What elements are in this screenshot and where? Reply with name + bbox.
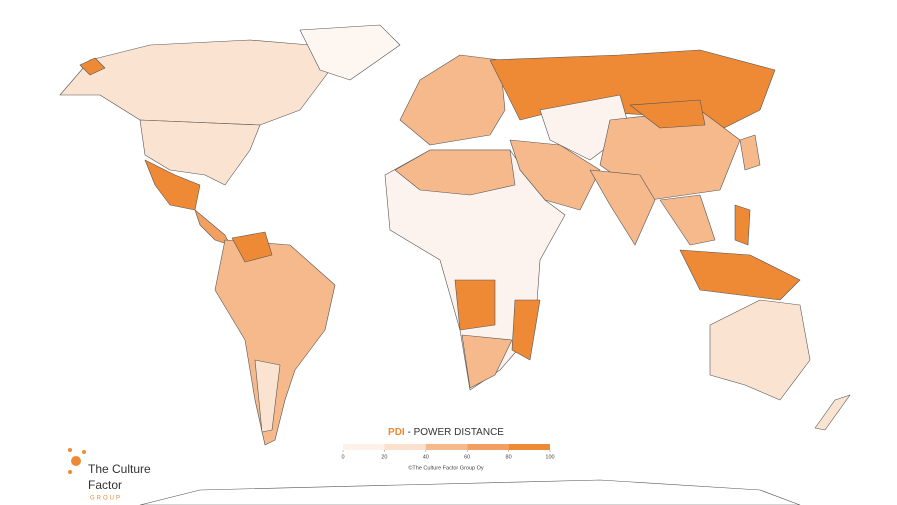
new-zealand	[814, 394, 851, 431]
indonesia	[679, 249, 801, 301]
mozambique	[511, 299, 541, 361]
japan	[739, 134, 761, 171]
mongolia	[629, 99, 706, 129]
logo-line2: Factor	[88, 478, 122, 492]
venezuela	[231, 231, 273, 263]
legend-tick-label: 0	[341, 454, 344, 460]
legend-abbr: PDI	[388, 427, 405, 438]
logo-dot	[82, 450, 86, 454]
south-america	[214, 239, 336, 446]
copyright: ©The Culture Factor Group Oy	[408, 464, 484, 471]
india	[589, 169, 656, 246]
legend-tick-label: 40	[423, 454, 429, 460]
angola	[454, 279, 496, 331]
legend-tick-label: 100	[545, 454, 554, 460]
legend-title: PDI - POWER DISTANCE	[388, 427, 504, 438]
legend-title-text: - POWER DISTANCE	[405, 427, 505, 438]
logo-line1: The Culture	[88, 462, 151, 476]
legend-bin	[343, 444, 385, 450]
logo-icon	[71, 456, 81, 466]
legend-bin	[467, 444, 509, 450]
legend-bins: 0 20 40 60 80 100	[341, 444, 555, 460]
legend-bin	[425, 444, 468, 450]
alaska-region	[79, 57, 106, 76]
legend-bin	[384, 444, 426, 450]
legend-tick-label: 80	[506, 454, 512, 460]
logo-line3: GROUP	[90, 496, 122, 502]
logo-dot	[68, 448, 72, 452]
legend-tick-label: 20	[381, 454, 387, 460]
australia	[709, 299, 811, 401]
north-africa	[394, 149, 516, 196]
argentina-south	[254, 359, 281, 433]
greenland	[299, 24, 401, 81]
legend-bin	[508, 444, 550, 450]
southeast-asia	[659, 194, 716, 246]
legend: PDI - POWER DISTANCE 0 20 40 60 80 100 ©The C…	[341, 427, 554, 472]
southern-africa	[461, 334, 513, 389]
philippines	[734, 204, 751, 246]
usa	[139, 119, 261, 186]
legend-tick-label: 60	[464, 454, 470, 460]
logo-dot	[68, 470, 72, 474]
logo: The Culture Factor GROUP	[68, 448, 151, 502]
central-america	[194, 209, 231, 246]
world-map	[59, 24, 851, 505]
antarctica	[139, 479, 801, 505]
